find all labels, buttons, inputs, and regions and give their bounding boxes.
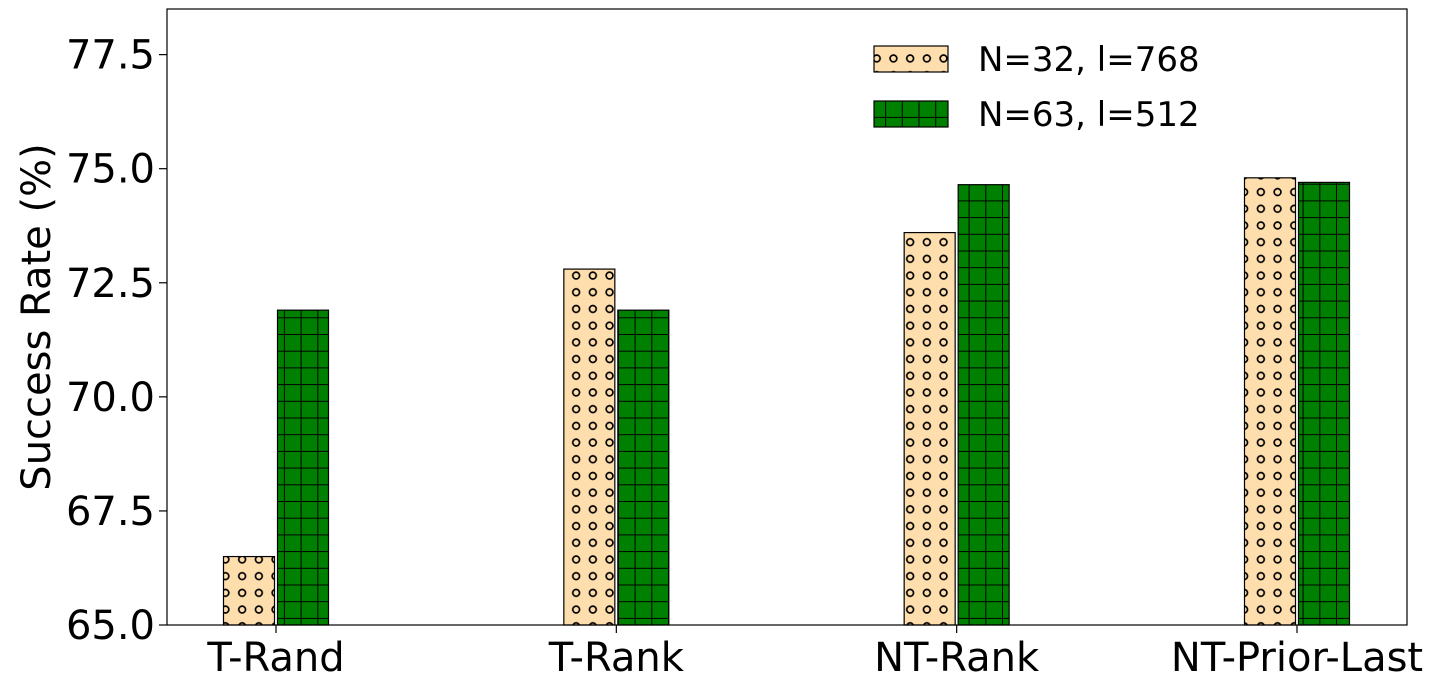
bar-n32-t-rand (222, 555, 276, 626)
bar-n32-t-rank (563, 268, 616, 626)
bar-n32-nt-rank (903, 231, 956, 626)
plot-frame (166, 8, 1408, 626)
y-axis-label: Success Rate (%) (14, 143, 60, 490)
y-tick-label: 67.5 (66, 489, 155, 535)
y-tick-label: 72.5 (66, 261, 155, 307)
legend: N=32, l=768 N=63, l=512 (873, 40, 1200, 135)
legend-swatch (873, 100, 949, 128)
legend-label: N=63, l=512 (978, 95, 1200, 135)
bar-n32-nt-prior-last (1243, 177, 1297, 626)
y-axis: 65.0 67.5 70.0 72.5 75.0 77.5 (66, 33, 167, 649)
x-tick-label: T-Rank (548, 635, 685, 681)
y-tick-label: 65.0 (66, 603, 155, 649)
x-tick-label: NT-Prior-Last (1171, 635, 1423, 681)
y-tick-label: 70.0 (66, 375, 155, 421)
bars-layer (222, 177, 1351, 626)
bar-n63-nt-rank (957, 184, 1010, 626)
bar-n63-t-rank (617, 309, 670, 626)
x-tick-label: NT-Rank (874, 635, 1040, 681)
y-tick-label: 75.0 (66, 147, 155, 193)
bar-n63-nt-prior-last (1297, 181, 1351, 626)
x-tick-label: T-Rand (206, 635, 344, 681)
x-axis: T-Rand T-Rank NT-Rank NT-Prior-Last (206, 625, 1423, 681)
legend-swatch (873, 45, 949, 73)
bar-n63-t-rand (276, 309, 330, 626)
legend-label: N=32, l=768 (978, 40, 1200, 80)
y-tick-label: 77.5 (66, 33, 155, 79)
